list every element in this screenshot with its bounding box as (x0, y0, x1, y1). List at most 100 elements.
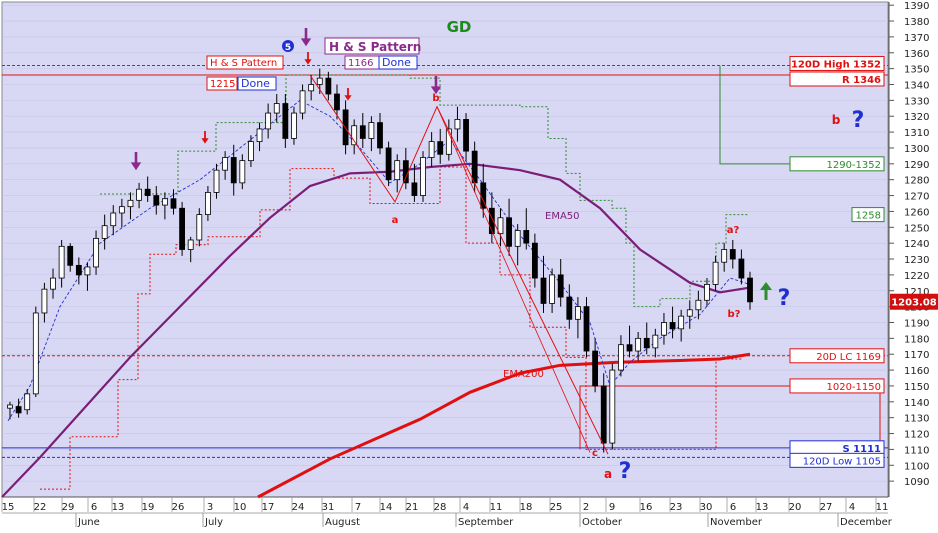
level-1215-tag-text: 1215 (210, 79, 235, 90)
candle (179, 201, 185, 256)
y-tick-label: 1220 (904, 271, 929, 282)
ema200-label: EMA200 (503, 369, 544, 380)
done-right-tag-text: Done (382, 56, 411, 69)
candle (420, 151, 426, 202)
candle-body (609, 369, 616, 444)
wave-b-right-label: b (832, 113, 841, 127)
y-tick-label: 1160 (904, 366, 929, 377)
candle (411, 163, 418, 202)
candle-body (93, 237, 99, 268)
candle (514, 224, 521, 266)
x-tick-label: 4 (463, 502, 469, 513)
candle (549, 268, 555, 313)
candle-body (179, 207, 185, 250)
candle-body (230, 157, 237, 184)
level-1166-tag: 1166 (344, 55, 380, 70)
candle-body (377, 122, 383, 149)
y-tick-label: 1230 (904, 255, 929, 266)
y-axis: 1090 1100 1110 1120 1130 1140 1150 1160 1170 1180… (888, 1, 929, 497)
candle (170, 189, 177, 215)
candle (394, 154, 401, 193)
candle (93, 230, 99, 275)
x-tick-label: 31 (322, 502, 335, 513)
candle (196, 208, 203, 247)
label-lc-20d-box (789, 348, 885, 364)
x-tick-label: 27 (820, 502, 833, 513)
level-1166-tag-text: 1166 (348, 58, 373, 69)
candle-body (118, 206, 125, 214)
question-mark-right: ? (778, 286, 791, 311)
wave-5-circle (282, 40, 294, 52)
x-tick-label: 30 (700, 502, 713, 513)
target-box-1020 (579, 385, 881, 458)
candle-body (222, 157, 229, 171)
candle-body (308, 84, 315, 92)
label-1258: 1258 (851, 207, 885, 223)
candle (101, 214, 108, 250)
candle (230, 144, 237, 196)
level-1215-tag: 1215 (206, 76, 238, 91)
candle-body (695, 299, 702, 311)
candle-body (643, 337, 650, 349)
candle (712, 255, 719, 291)
y-tick-label: 1250 (904, 223, 929, 234)
candle (428, 132, 435, 167)
candle (368, 116, 375, 152)
wave-c-label: c (592, 448, 598, 459)
candle (84, 262, 91, 291)
candle-body (523, 230, 530, 244)
candle (136, 182, 142, 209)
candle-body (359, 125, 366, 139)
candle (626, 325, 633, 358)
done-left-tag-box (237, 76, 277, 91)
candle (669, 306, 676, 339)
hs-pattern-left-tag-text: H & S Pattern (210, 58, 277, 69)
x-tick-label: 24 (292, 502, 305, 513)
candle (566, 284, 573, 329)
x-tick-label: 16 (640, 502, 653, 513)
candle (41, 282, 48, 323)
y-tick-label: 1170 (904, 350, 929, 361)
purple-down-arrow (130, 152, 142, 171)
red-down-arrow-head (201, 138, 209, 144)
x-month-label: November (710, 517, 763, 528)
x-tick-label: 22 (34, 502, 47, 513)
last-price-text: 1203.08 (891, 298, 937, 309)
y-tick-label: 1310 (904, 128, 929, 139)
label-1258-text: 1258 (856, 211, 881, 222)
candle (695, 290, 702, 320)
x-month-label: September (458, 517, 514, 528)
candle (161, 192, 168, 220)
candle (265, 103, 272, 139)
candle (678, 309, 685, 342)
candle (738, 249, 745, 285)
candle-body (385, 147, 392, 181)
candle-body (256, 128, 263, 143)
short-ema-line (7, 99, 751, 422)
x-tick-label: 23 (670, 502, 683, 513)
candle-body (394, 160, 401, 181)
ema50-label: EMA50 (545, 211, 580, 222)
candle (643, 322, 650, 355)
y-tick-label: 1340 (904, 81, 929, 92)
candle (531, 233, 538, 288)
label-120d-low: 120D Low 1105 (789, 452, 885, 468)
candle-body (652, 334, 659, 349)
candle-body (110, 212, 117, 227)
red-down-arrow-head (344, 95, 352, 101)
y-tick-label: 1330 (904, 96, 929, 107)
y-tick-label: 1320 (904, 112, 929, 123)
y-tick-label: 1300 (904, 144, 929, 155)
candle-body (144, 188, 151, 196)
candle-body (291, 112, 297, 139)
y-tick-label: 1350 (904, 65, 929, 76)
label-resistance-text: R 1346 (842, 75, 881, 86)
x-tick-label: 21 (406, 502, 419, 513)
last-price-box (890, 293, 938, 310)
question-mark-top: ? (852, 108, 865, 133)
y-tick-label: 1210 (904, 287, 929, 298)
candle (523, 208, 530, 250)
candle-body (549, 274, 555, 304)
candle-body (411, 182, 418, 196)
